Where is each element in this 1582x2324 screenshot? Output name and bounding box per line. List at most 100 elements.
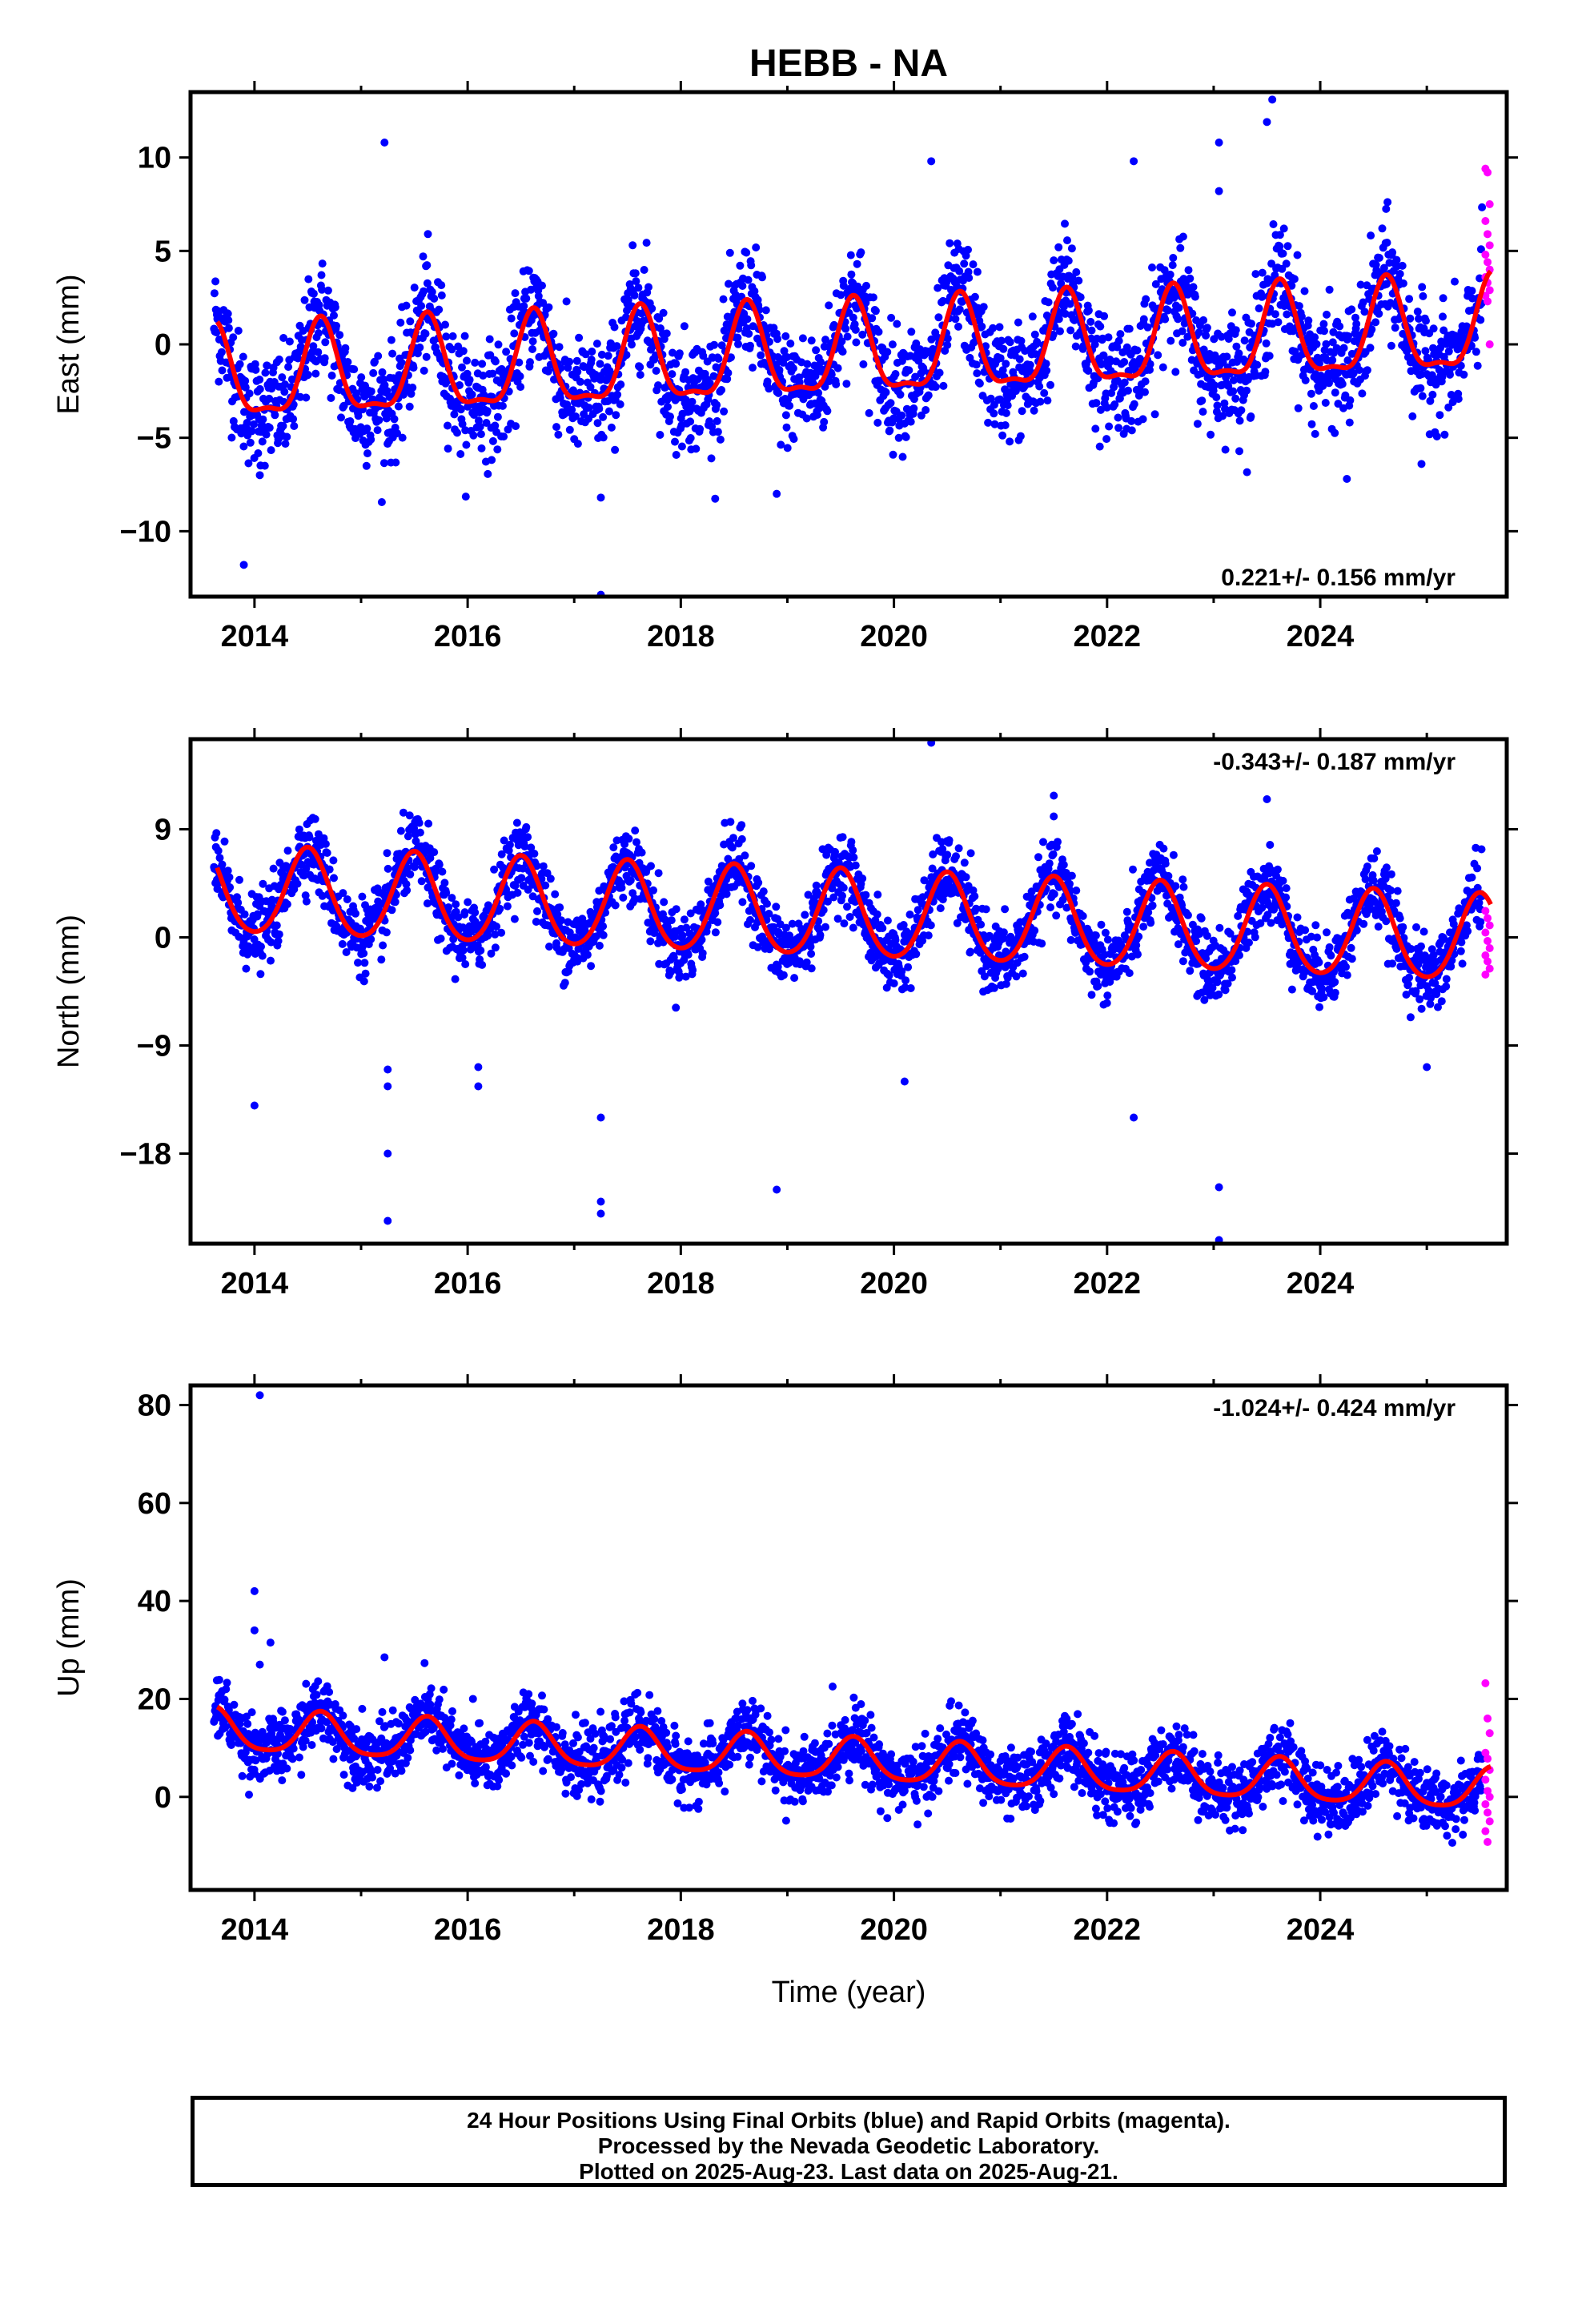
east-rapid-point <box>1485 340 1494 348</box>
east-point <box>251 365 260 374</box>
east-point <box>378 368 387 376</box>
east-point <box>424 230 432 239</box>
east-point <box>1366 344 1375 352</box>
east-point <box>254 449 263 457</box>
east-point <box>644 283 652 292</box>
east-point <box>1143 323 1152 332</box>
north-point <box>214 846 223 855</box>
east-outlier-point <box>1343 475 1351 483</box>
east-point <box>1102 403 1111 412</box>
east-point <box>1265 352 1274 360</box>
east-point <box>462 440 471 449</box>
east-point <box>493 445 502 454</box>
east-point <box>692 444 701 453</box>
east-point <box>720 407 729 416</box>
east-point <box>720 326 729 335</box>
north-point <box>460 908 469 917</box>
north-point <box>311 814 319 823</box>
east-point <box>1057 279 1066 287</box>
east-point <box>549 329 558 338</box>
east-point <box>456 405 465 414</box>
east-point <box>630 291 639 300</box>
east-point <box>1231 326 1240 335</box>
east-point <box>469 431 478 440</box>
east-point <box>343 358 352 366</box>
east-ytick-label: 10 <box>138 142 171 175</box>
north-point <box>619 893 628 902</box>
east-point <box>917 411 926 420</box>
east-point <box>396 318 405 327</box>
north-point <box>672 1003 681 1012</box>
east-point <box>1395 270 1404 278</box>
east-point <box>572 412 580 420</box>
east-point <box>1006 338 1014 347</box>
east-point <box>1042 360 1050 368</box>
north-point <box>377 955 386 964</box>
north-point <box>560 979 569 987</box>
north-point <box>1282 884 1291 893</box>
north-point <box>747 862 756 870</box>
east-point <box>1460 370 1468 379</box>
north-point <box>490 865 499 874</box>
east-point <box>1383 198 1392 207</box>
north-point <box>763 899 771 908</box>
east-point <box>488 436 497 445</box>
east-point <box>1282 259 1291 268</box>
north-point <box>1178 957 1187 966</box>
north-point <box>807 964 816 973</box>
east-point <box>1210 381 1219 390</box>
east-point <box>1300 287 1309 296</box>
east-point <box>727 353 735 362</box>
east-point <box>1345 418 1354 427</box>
east-point <box>1105 422 1114 431</box>
east-point <box>474 416 483 425</box>
east-point <box>435 305 444 314</box>
east-point <box>964 267 973 276</box>
north-point <box>1086 967 1094 976</box>
east-point <box>744 275 753 284</box>
east-point <box>1178 327 1186 336</box>
east-point <box>555 343 564 352</box>
east-ytick-label: −5 <box>137 422 171 456</box>
north-point <box>491 943 500 952</box>
north-point <box>1094 982 1102 991</box>
east-rapid-point <box>1484 168 1492 177</box>
east-point <box>604 407 613 416</box>
north-point <box>999 928 1008 937</box>
east-outlier-point <box>380 139 389 147</box>
east-outlier-point <box>596 493 605 502</box>
east-point <box>1030 406 1038 415</box>
east-point <box>444 444 452 453</box>
east-point <box>960 259 969 268</box>
east-point <box>527 285 536 294</box>
east-point <box>318 259 327 268</box>
north-point <box>272 921 281 930</box>
north-point <box>1228 973 1236 982</box>
east-point <box>1295 302 1303 311</box>
east-point <box>939 381 948 390</box>
east-point <box>362 461 371 470</box>
east-point <box>995 323 1004 332</box>
east-point <box>416 343 424 352</box>
north-point <box>1235 951 1243 959</box>
east-point <box>565 425 574 434</box>
east-point <box>1141 377 1150 386</box>
north-point <box>901 976 910 985</box>
east-point <box>990 409 998 418</box>
north-point <box>1020 952 1029 961</box>
east-rapid-point <box>1485 241 1494 250</box>
east-point <box>247 427 256 436</box>
east-point <box>889 450 897 459</box>
east-point <box>568 405 576 414</box>
north-point <box>1067 871 1076 880</box>
east-point <box>1063 236 1071 245</box>
east-point <box>296 392 305 401</box>
east-point <box>654 381 662 390</box>
east-point <box>978 322 986 331</box>
east-point <box>733 333 742 342</box>
east-point <box>807 336 816 345</box>
north-point <box>1045 859 1054 868</box>
north-point <box>649 886 657 895</box>
east-point <box>246 438 255 447</box>
east-point <box>869 293 877 302</box>
